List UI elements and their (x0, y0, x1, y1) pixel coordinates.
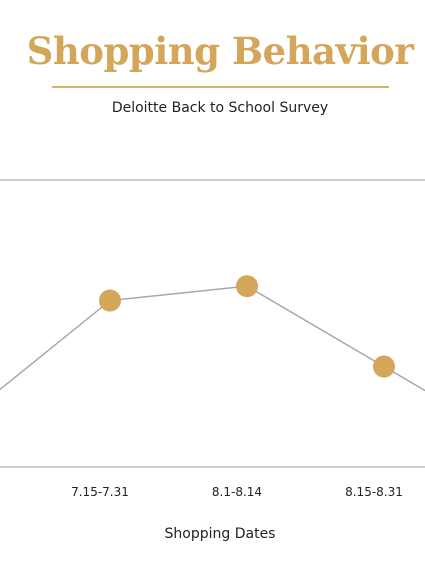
data-point-3 (373, 355, 395, 378)
points-layer (99, 275, 395, 378)
data-point-2 (236, 275, 258, 298)
x-axis-title: Shopping Dates (165, 526, 276, 542)
series-line (0, 285, 425, 392)
x-tick-label: 7.15-7.31 (71, 485, 129, 499)
x-tick-labels: 7.15-7.31 8.1-8.14 8.15-8.31 (71, 485, 403, 499)
chart-subtitle: Deloitte Back to School Survey (111, 100, 329, 116)
x-tick-label: 8.15-8.31 (345, 485, 403, 499)
data-point-1 (99, 289, 121, 312)
chart-title: Shopping Behavior (26, 29, 414, 73)
title-underline (52, 86, 389, 88)
x-tick-label: 8.1-8.14 (212, 485, 262, 499)
series-layer (0, 285, 425, 392)
